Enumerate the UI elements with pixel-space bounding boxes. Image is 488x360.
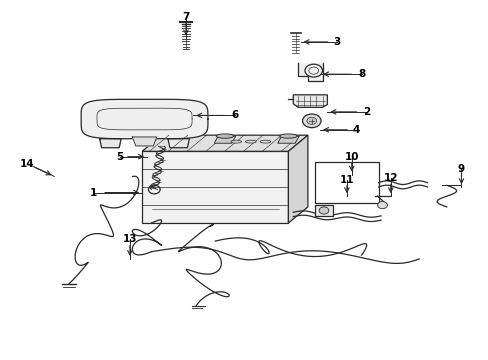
Polygon shape [167, 139, 189, 148]
Circle shape [306, 117, 316, 125]
Ellipse shape [230, 140, 241, 143]
Polygon shape [277, 136, 299, 143]
Polygon shape [293, 95, 327, 107]
Bar [315, 162, 378, 203]
Text: 2: 2 [362, 107, 369, 117]
Polygon shape [100, 139, 121, 148]
Text: 4: 4 [352, 125, 360, 135]
Polygon shape [315, 205, 332, 216]
Polygon shape [293, 95, 327, 107]
Circle shape [319, 207, 328, 214]
Polygon shape [81, 99, 207, 139]
Ellipse shape [245, 140, 256, 143]
Polygon shape [142, 135, 307, 151]
Text: 3: 3 [333, 37, 340, 47]
Text: 9: 9 [457, 164, 464, 174]
Text: 11: 11 [339, 175, 353, 185]
Polygon shape [288, 135, 307, 223]
Text: 14: 14 [20, 159, 35, 169]
Ellipse shape [279, 134, 297, 138]
Circle shape [305, 64, 322, 77]
Circle shape [377, 202, 386, 209]
Bar [142, 151, 288, 223]
Circle shape [302, 114, 321, 128]
Text: 13: 13 [122, 234, 137, 244]
Text: 12: 12 [383, 173, 397, 183]
Ellipse shape [216, 134, 233, 138]
Polygon shape [214, 136, 235, 143]
Text: 10: 10 [344, 152, 358, 162]
Text: 5: 5 [116, 152, 123, 162]
Polygon shape [132, 137, 157, 146]
Ellipse shape [260, 140, 270, 143]
Text: 6: 6 [231, 111, 238, 121]
Text: 8: 8 [357, 69, 365, 79]
Polygon shape [298, 63, 322, 81]
Text: 7: 7 [182, 12, 189, 22]
Text: 1: 1 [89, 188, 97, 198]
